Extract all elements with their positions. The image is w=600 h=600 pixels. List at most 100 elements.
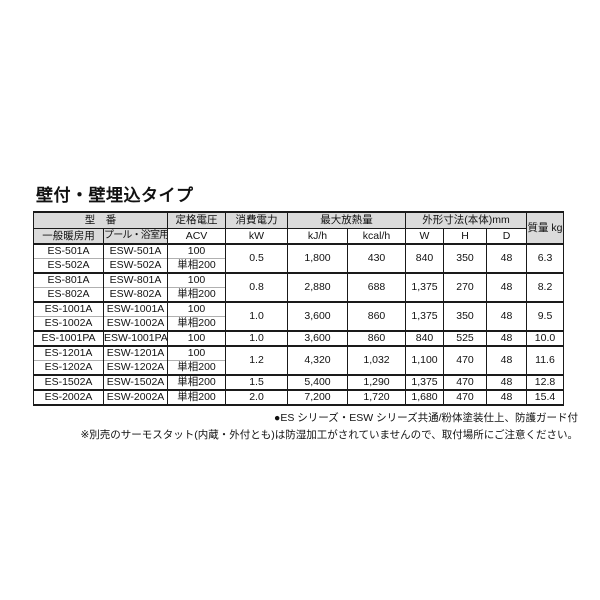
note-series-common: ●ES シリーズ・ESW シリーズ共通/粉体塗装仕上、防護ガード付 <box>274 412 578 424</box>
page-title: 壁付・壁埋込タイプ <box>36 186 194 205</box>
heat-kjh-cell: 7,200 <box>287 389 348 405</box>
header-outer-dimensions: 外形寸法(本体)mm <box>405 212 527 229</box>
weight-cell: 9.5 <box>526 301 564 331</box>
dim-h-cell: 350 <box>443 301 487 331</box>
model-pool-cell: ESW-1002A <box>103 316 168 331</box>
heat-kjh-cell: 4,320 <box>287 345 348 375</box>
power-kw-cell: 1.0 <box>225 301 288 331</box>
dim-w-cell: 1,100 <box>405 345 444 375</box>
model-general-cell: ES-502A <box>33 258 104 273</box>
model-pool-cell: ESW-1202A <box>103 360 168 375</box>
model-pool-cell: ESW-1201A <box>103 345 168 361</box>
header-acv-unit: ACV <box>167 228 226 245</box>
heat-kjh-cell: 5,400 <box>287 374 348 390</box>
table-row: ES-802A ESW-802A 単相200 <box>33 287 564 302</box>
table-row: ES-501A ESW-501A 100 0.5 1,800 430 840 3… <box>33 243 564 273</box>
table-row: ES-801A ESW-801A 100 0.8 2,880 688 1,375… <box>33 272 564 302</box>
table-row: ES-1002A ESW-1002A 単相200 <box>33 316 564 331</box>
table-row: ES-1502A ESW-1502A 単相200 1.5 5,400 1,290… <box>33 374 564 390</box>
dim-w-cell: 840 <box>405 243 444 273</box>
model-pool-cell: ESW-501A <box>103 243 168 259</box>
header-dim-w: W <box>405 228 444 245</box>
heat-kjh-cell: 3,600 <box>287 301 348 331</box>
voltage-cell: 単相200 <box>167 316 226 331</box>
dim-h-cell: 350 <box>443 243 487 273</box>
model-general-cell: ES-1202A <box>33 360 104 375</box>
header-row-groups: 型 番 定格電圧 消費電力 最大放熱量 外形寸法(本体)mm 質量 kg <box>33 212 564 245</box>
dim-w-cell: 1,375 <box>405 272 444 302</box>
heat-kcalh-cell: 860 <box>347 301 406 331</box>
table-row: ES-1001PA ESW-1001PA 100 1.0 3,600 860 8… <box>33 330 564 346</box>
dim-h-cell: 470 <box>443 345 487 375</box>
dim-h-cell: 270 <box>443 272 487 302</box>
header-weight: 質量 kg <box>526 212 564 245</box>
table-row: ES-1201A ESW-1201A 100 1.2 4,320 1,032 1… <box>33 345 564 375</box>
dim-h-cell: 470 <box>443 389 487 405</box>
dim-w-cell: 1,375 <box>405 374 444 390</box>
weight-cell: 10.0 <box>526 330 564 346</box>
model-pool-cell: ESW-502A <box>103 258 168 273</box>
header-dim-d: D <box>486 228 527 245</box>
spec-table: 型 番 定格電圧 消費電力 最大放熱量 外形寸法(本体)mm 質量 kg 一般暖… <box>33 211 564 406</box>
power-kw-cell: 1.0 <box>225 330 288 346</box>
header-kcalh-unit: kcal/h <box>347 228 406 245</box>
power-kw-cell: 0.5 <box>225 243 288 273</box>
heat-kjh-cell: 3,600 <box>287 330 348 346</box>
power-kw-cell: 1.5 <box>225 374 288 390</box>
model-general-cell: ES-1001PA <box>33 330 104 346</box>
header-kw-unit: kW <box>225 228 288 245</box>
heat-kcalh-cell: 688 <box>347 272 406 302</box>
voltage-cell: 100 <box>167 243 226 259</box>
model-general-cell: ES-1502A <box>33 374 104 390</box>
model-pool-cell: ESW-1001PA <box>103 330 168 346</box>
heat-kcalh-cell: 430 <box>347 243 406 273</box>
dim-d-cell: 48 <box>486 301 527 331</box>
power-kw-cell: 1.2 <box>225 345 288 375</box>
table-row: ES-502A ESW-502A 単相200 <box>33 258 564 273</box>
voltage-cell: 100 <box>167 330 226 346</box>
note-thermostat-caution: ※別売のサーモスタット(内蔵・外付とも)は防湿加工がされていませんので、取付場所… <box>80 429 578 441</box>
model-pool-cell: ESW-1001A <box>103 301 168 317</box>
model-pool-cell: ESW-1502A <box>103 374 168 390</box>
weight-cell: 12.8 <box>526 374 564 390</box>
table-row: ES-1202A ESW-1202A 単相200 <box>33 360 564 375</box>
heat-kcalh-cell: 1,032 <box>347 345 406 375</box>
dim-h-cell: 525 <box>443 330 487 346</box>
heat-kjh-cell: 2,880 <box>287 272 348 302</box>
voltage-cell: 単相200 <box>167 389 226 405</box>
header-pool-bathroom: プール・浴室用 <box>103 228 168 245</box>
model-pool-cell: ESW-802A <box>103 287 168 302</box>
model-general-cell: ES-801A <box>33 272 104 288</box>
model-general-cell: ES-1001A <box>33 301 104 317</box>
power-kw-cell: 0.8 <box>225 272 288 302</box>
voltage-cell: 100 <box>167 301 226 317</box>
dim-w-cell: 1,680 <box>405 389 444 405</box>
model-general-cell: ES-2002A <box>33 389 104 405</box>
dim-h-cell: 470 <box>443 374 487 390</box>
dim-d-cell: 48 <box>486 272 527 302</box>
heat-kjh-cell: 1,800 <box>287 243 348 273</box>
voltage-cell: 100 <box>167 345 226 361</box>
model-general-cell: ES-1201A <box>33 345 104 361</box>
model-general-cell: ES-1002A <box>33 316 104 331</box>
table-row: ES-1001A ESW-1001A 100 1.0 3,600 860 1,3… <box>33 301 564 331</box>
dim-d-cell: 48 <box>486 374 527 390</box>
dim-d-cell: 48 <box>486 389 527 405</box>
header-row-units: 一般暖房用 プール・浴室用 ACV kW kJ/h kcal/h W H D <box>33 228 564 245</box>
table-header: 型 番 定格電圧 消費電力 最大放熱量 外形寸法(本体)mm 質量 kg 一般暖… <box>33 212 564 245</box>
dim-w-cell: 1,375 <box>405 301 444 331</box>
dim-w-cell: 840 <box>405 330 444 346</box>
table-row: ES-2002A ESW-2002A 単相200 2.0 7,200 1,720… <box>33 389 564 405</box>
weight-cell: 15.4 <box>526 389 564 405</box>
model-pool-cell: ESW-801A <box>103 272 168 288</box>
header-model-number: 型 番 <box>33 212 168 229</box>
model-general-cell: ES-802A <box>33 287 104 302</box>
voltage-cell: 単相200 <box>167 360 226 375</box>
weight-cell: 11.6 <box>526 345 564 375</box>
table-body: ES-501A ESW-501A 100 0.5 1,800 430 840 3… <box>33 243 564 405</box>
model-pool-cell: ESW-2002A <box>103 389 168 405</box>
heat-kcalh-cell: 1,290 <box>347 374 406 390</box>
dim-d-cell: 48 <box>486 345 527 375</box>
voltage-cell: 単相200 <box>167 258 226 273</box>
